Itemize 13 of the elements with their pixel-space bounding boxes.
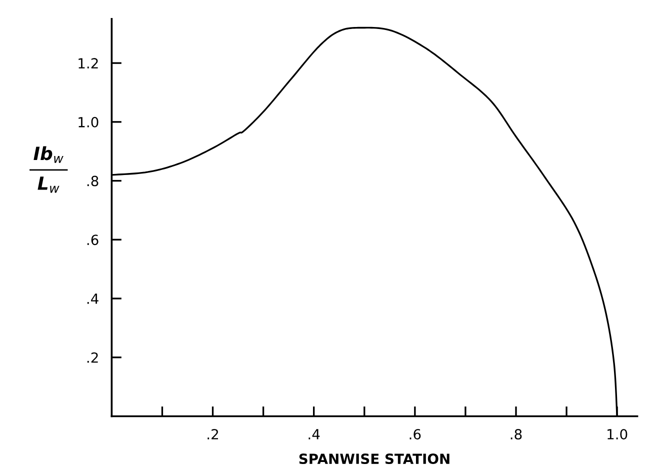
x-tick-label: .2 (208, 428, 218, 440)
text: Ib$_{w}$ L$_{w}$ (34, 146, 64, 193)
x-axis-title: SPANWISE STATION (299, 454, 450, 464)
x-tick-label: .4 (308, 429, 320, 440)
x-tick-label: 1.0 (608, 428, 628, 440)
y-tick-label: .2 (87, 352, 98, 363)
x-tick-label: .8 (510, 428, 522, 440)
y-tick-label: .4 (87, 294, 98, 304)
y-tick-label: 1.0 (78, 116, 98, 128)
y-tick-label: .6 (87, 234, 98, 246)
y-tick-label: 1.2 (78, 58, 98, 68)
x-tick-label: .6 (410, 428, 421, 440)
y-tick-label: .8 (87, 176, 98, 186)
